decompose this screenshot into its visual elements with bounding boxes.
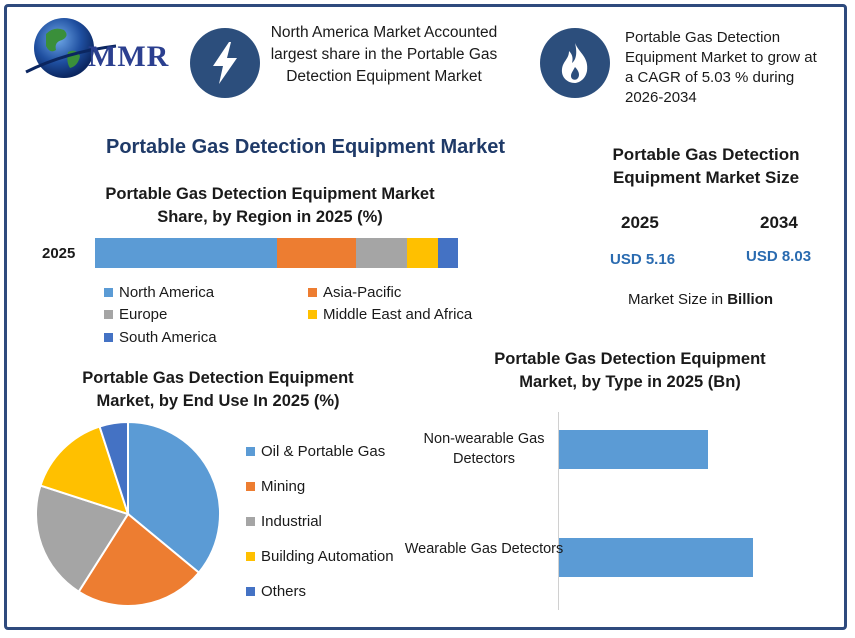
legend-label: South America <box>119 329 217 346</box>
year-2025: 2025 <box>621 213 659 232</box>
bar-segment-europe <box>356 238 408 268</box>
region-stacked-bar <box>95 238 458 268</box>
legend-label: Asia-Pacific <box>323 284 402 301</box>
legend-label: Building Automation <box>261 548 394 565</box>
pie-legend: Oil & Portable Gas Mining Industrial Buildi… <box>246 434 394 609</box>
legend-asia-pacific: Asia-Pacific <box>308 284 401 301</box>
pie-chart-title: Portable Gas Detection Equipment Market,… <box>82 369 354 410</box>
type-category-label: Non-wearable Gas Detectors <box>423 431 545 467</box>
legend-swatch <box>246 447 255 456</box>
pie-legend-item: Building Automation <box>246 539 394 574</box>
legend-label: Industrial <box>261 513 322 530</box>
value-2025: USD 5.16 <box>610 251 676 268</box>
region-chart-title: Portable Gas Detection Equipment Market … <box>105 185 435 226</box>
legend-swatch <box>104 310 113 319</box>
legend-label: Oil & Portable Gas <box>261 443 386 460</box>
market-size-note-unit: Billion <box>727 291 774 308</box>
market-size-note: Market Size in Billion <box>628 291 773 308</box>
market-size-title: Portable Gas Detection Equipment Market … <box>612 145 800 187</box>
legend-swatch <box>246 552 255 561</box>
type-category-label: Wearable Gas Detectors <box>404 541 564 557</box>
legend-europe: Europe <box>104 306 167 323</box>
bar-segment-north-america <box>95 238 277 268</box>
legend-label: Others <box>261 583 307 600</box>
type-bar-wearable-gas-detectors <box>559 538 754 577</box>
legend-south-america: South America <box>104 329 217 346</box>
legend-swatch <box>246 482 255 491</box>
region-category-label: 2025 <box>42 245 76 262</box>
legend-label: Middle East and Africa <box>323 306 473 323</box>
type-bar-non-wearable-gas-detectors <box>559 430 708 469</box>
legend-swatch <box>308 310 317 319</box>
legend-swatch <box>246 587 255 596</box>
flame-icon <box>540 28 610 98</box>
y-axis-line <box>558 412 559 610</box>
pie-chart <box>35 420 221 607</box>
globe-icon <box>25 18 117 78</box>
legend-swatch <box>246 517 255 526</box>
bar-segment-middle-east-and-africa <box>407 238 439 268</box>
value-2034: USD 8.03 <box>746 248 812 265</box>
year-2034: 2034 <box>760 213 798 232</box>
pie-legend-item: Oil & Portable Gas <box>246 434 394 469</box>
pie-legend-item: Industrial <box>246 504 394 539</box>
pie-slice-mining <box>77 512 201 607</box>
legend-label: Europe <box>119 306 168 323</box>
pie-slice-others <box>98 420 129 515</box>
pie-legend-item: Mining <box>246 469 394 504</box>
bar-segment-south-america <box>438 238 458 268</box>
market-size-note-prefix: Market Size in <box>628 291 728 308</box>
legend-swatch <box>104 288 113 297</box>
type-chart-title: Portable Gas Detection Equipment Market,… <box>494 350 766 391</box>
infographic-frame <box>4 4 847 630</box>
header-left-text: North America Market Accounted largest s… <box>270 24 498 85</box>
lightning-icon <box>190 28 260 98</box>
pie-slice-oil-portable-gas <box>127 420 221 575</box>
legend-swatch <box>308 288 317 297</box>
legend-label: Mining <box>261 478 306 495</box>
pie-slice-industrial <box>35 484 130 594</box>
legend-label: North America <box>119 284 215 301</box>
bar-segment-asia-pacific <box>276 238 357 268</box>
main-title: Portable Gas Detection Equipment Market <box>106 136 505 158</box>
logo-text: MMR <box>88 40 170 73</box>
legend-swatch <box>104 333 113 342</box>
legend-mea: Middle East and Africa <box>308 306 472 323</box>
logo: MMR <box>12 12 177 82</box>
header-right-text: Portable Gas Detection Equipment Market … <box>625 29 817 106</box>
pie-legend-item: Others <box>246 574 394 609</box>
legend-north-america: North America <box>104 284 214 301</box>
